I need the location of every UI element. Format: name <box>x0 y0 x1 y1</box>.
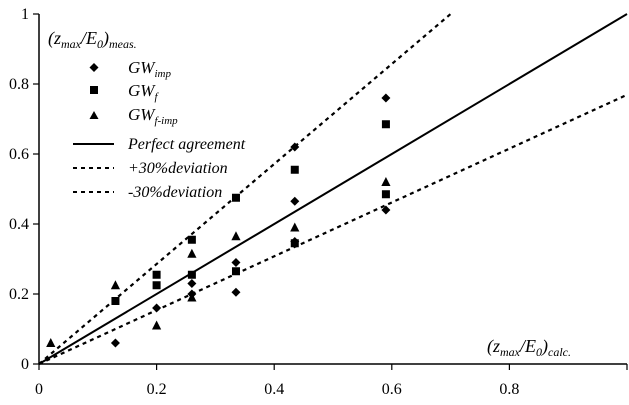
point-triangle <box>231 231 241 241</box>
point-square <box>290 165 299 174</box>
x-tick-label: 0.2 <box>147 381 167 398</box>
x-tick-label: 0.4 <box>264 381 284 398</box>
x-tick-label: 0 <box>35 381 43 398</box>
legend-marker-triangle <box>89 111 99 119</box>
point-diamond <box>187 279 197 288</box>
point-diamond <box>290 142 300 152</box>
point-square <box>187 270 196 279</box>
point-diamond <box>290 196 300 206</box>
x-tick-label: 0.8 <box>499 381 519 398</box>
data-points <box>46 93 391 348</box>
x-tick-label: 0.6 <box>382 381 402 398</box>
point-diamond <box>152 303 162 313</box>
point-triangle <box>290 222 300 232</box>
legend-label-plus30: +30%deviation <box>128 160 228 177</box>
point-square <box>231 193 240 202</box>
y-tick-label: 0.6 <box>9 146 29 163</box>
point-diamond <box>381 205 391 215</box>
y-tick-label: 0.4 <box>9 216 29 233</box>
point-diamond <box>381 93 391 103</box>
y-tick-label: 1 <box>21 6 29 23</box>
y-tick-label: 0 <box>21 356 29 373</box>
point-triangle <box>110 280 121 290</box>
legend-label-gw-f: GWf <box>128 81 159 103</box>
legend-marker-diamond <box>89 63 99 72</box>
x-axis-label: (zmax/E0)calc. <box>487 336 571 359</box>
legend-label-gw-imp: GWimp <box>128 58 171 80</box>
point-square <box>187 235 196 244</box>
point-square <box>152 270 161 279</box>
y-axis-label: (zmax/E0)meas. <box>48 28 137 51</box>
legend-label-minus30: -30%deviation <box>128 184 222 201</box>
point-diamond <box>231 287 241 297</box>
point-triangle <box>46 338 56 347</box>
legend-marker-square <box>90 86 98 94</box>
legend-label-perfect: Perfect agreement <box>127 136 246 153</box>
point-square <box>231 267 240 276</box>
point-square <box>111 297 120 305</box>
point-square <box>381 190 390 199</box>
reference-line-0 <box>38 13 628 365</box>
point-triangle <box>152 320 162 330</box>
reference-lines <box>38 13 628 366</box>
y-tick-label: 0.8 <box>9 76 29 93</box>
point-diamond <box>110 338 120 348</box>
point-triangle <box>187 292 197 302</box>
point-triangle <box>381 177 391 186</box>
point-square <box>152 281 161 290</box>
legend: GWimp GWf GWf-imp Perfect agreement +30%… <box>73 58 246 201</box>
point-square <box>290 239 299 248</box>
point-square <box>381 120 390 129</box>
legend-label-gw-f-imp: GWf-imp <box>128 105 178 127</box>
point-diamond <box>231 258 241 267</box>
point-triangle <box>187 248 197 258</box>
axes: 0 0.2 0.4 0.6 0.8 1 0 0.2 0.4 0.6 0.8 <box>9 6 628 398</box>
reference-line-1 <box>38 13 452 365</box>
reference-line-2 <box>38 93 628 366</box>
y-tick-label: 0.2 <box>9 286 29 303</box>
